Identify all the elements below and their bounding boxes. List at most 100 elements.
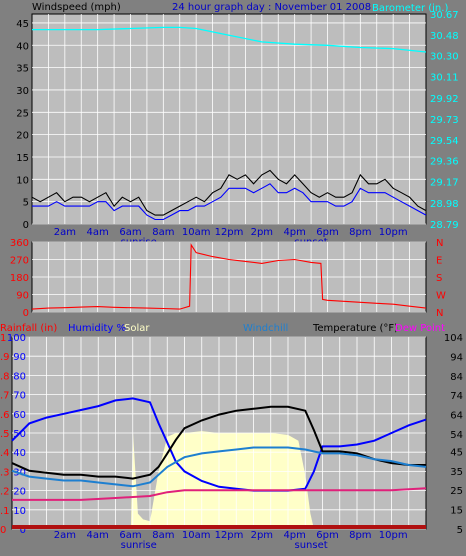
humidity-y-tick: 80 [13, 371, 26, 382]
series-average [32, 183, 427, 221]
temp-x-tick: 6am [119, 530, 141, 541]
barometer-y-tick: 30.48 [430, 31, 459, 42]
legend-temperature: Temperature (°F) [312, 323, 398, 334]
temperature-y-tick: 5 [457, 525, 463, 536]
series-windchill [11, 446, 427, 488]
barometer-y-tick: 30.30 [430, 51, 459, 62]
humidity-y-tick: 40 [13, 448, 26, 459]
wind-y-tick: 40 [16, 41, 29, 52]
rain-y-tick: .4 [0, 448, 10, 459]
rain-y-tick: .3 [0, 467, 10, 478]
series-humidity [11, 397, 427, 492]
wind-x-tick: 4am [87, 227, 109, 238]
wind-y-tick: 15 [16, 153, 29, 164]
humidity-y-tick: 100 [7, 333, 26, 344]
barometer-y-tick: 28.79 [430, 220, 459, 231]
temp-x-tick: 6pm [316, 530, 338, 541]
temp-x-tick: 12pm [215, 530, 244, 541]
temp-x-tick: 10pm [379, 530, 408, 541]
series-direction [31, 243, 427, 310]
wind-y-tick: 5 [23, 198, 29, 209]
wind-chart: 0 5 10 15 20 25 30 35 40 45 28.79 28.98 29.17 29.36 29… [16, 10, 458, 248]
wind-axis-title: Windspeed (mph) [32, 2, 121, 13]
temp-x-tick: 10am [182, 530, 211, 541]
humidity-y-tick: 20 [13, 487, 26, 498]
legend-dewpoint: Dew Point [395, 323, 445, 334]
legend-humidity: Humidity % [68, 323, 126, 334]
barometer-y-tick: 29.92 [430, 94, 459, 105]
wind-y-tick: 0 [23, 220, 29, 231]
temperature-y-tick: 45 [450, 447, 463, 458]
direction-y-tick: 0 [23, 308, 29, 319]
legend-solar: Solar [124, 323, 150, 334]
wind-y-tick: 10 [16, 175, 29, 186]
humidity-y-tick: 90 [13, 352, 26, 363]
wind-y-tick: 20 [16, 131, 29, 142]
temp-sunrise-label: sunrise [121, 540, 157, 551]
temperature-y-tick: 35 [450, 467, 463, 478]
temp-x-tick: 2pm [251, 530, 273, 541]
series-barometer [32, 26, 427, 53]
series-temperature-f [11, 405, 426, 480]
temperature-y-tick: 84 [450, 372, 463, 383]
barometer-y-tick: 29.73 [430, 115, 459, 126]
temperature-y-tick: 64 [450, 411, 463, 422]
humidity-y-tick: 70 [13, 391, 26, 402]
wind-x-tick: 8am [152, 227, 174, 238]
wind-x-tick: 12pm [215, 227, 244, 238]
temp-x-tick: 4am [87, 530, 109, 541]
direction-label: N [436, 238, 443, 249]
temperature-y-tick: 15 [450, 506, 463, 517]
graph-title: 24 hour graph day : November 01 2008 [172, 2, 371, 13]
rain-y-tick: .1 [0, 506, 10, 517]
direction-y-tick: 180 [10, 273, 29, 284]
barometer-y-tick: 29.17 [430, 178, 459, 189]
temp-x-tick: 8pm [349, 530, 371, 541]
direction-label: W [436, 291, 446, 302]
temperature-y-tick: 104 [444, 333, 463, 344]
legend-rainfall: Rainfall (in) [0, 323, 57, 334]
rain-y-tick: .2 [0, 487, 10, 498]
wind-y-tick: 30 [16, 86, 29, 97]
humidity-y-tick: 10 [13, 506, 26, 517]
rain-y-tick: .7 [0, 391, 10, 402]
wind-y-tick: 35 [16, 64, 29, 75]
barometer-y-tick: 30.11 [430, 73, 459, 84]
barometer-y-tick: 29.36 [430, 156, 459, 167]
wind-x-tick: 4pm [283, 227, 305, 238]
legend-windchill: Windchill [243, 323, 288, 334]
rain-y-tick: 1 [0, 333, 6, 344]
barometer-y-tick: 28.98 [430, 199, 459, 210]
temp-x-tick: 4pm [283, 530, 305, 541]
wind-y-tick: 25 [16, 108, 29, 119]
direction-y-tick: 270 [10, 256, 29, 267]
series-rainfall [12, 525, 426, 529]
wind-x-tick: 10pm [379, 227, 408, 238]
temperature-y-tick: 74 [450, 391, 463, 402]
temperature-y-tick: 25 [450, 486, 463, 497]
barometer-y-tick: 30.67 [430, 10, 459, 21]
rain-y-tick: .5 [0, 429, 10, 440]
temp-x-tick: 2am [54, 530, 76, 541]
temperature-y-tick: 94 [450, 352, 463, 363]
rain-y-tick: .9 [0, 352, 10, 363]
wind-x-tick: 6am [119, 227, 141, 238]
direction-label: E [436, 256, 442, 267]
wind-x-tick: 6pm [316, 227, 338, 238]
temperature-y-tick: 54 [450, 430, 463, 441]
direction-y-tick: 90 [16, 291, 29, 302]
wind-x-tick: 2am [54, 227, 76, 238]
wind-x-tick: 2pm [251, 227, 273, 238]
humidity-y-tick: 0 [20, 525, 26, 536]
wind-x-tick: 10am [182, 227, 211, 238]
barometer-y-tick: 29.54 [430, 136, 459, 147]
temp-sunset-label: sunset [294, 540, 327, 551]
humidity-y-tick: 50 [13, 429, 26, 440]
direction-label: N [436, 308, 443, 319]
series-dew-point [12, 487, 427, 501]
barometer-axis-title: Barometer (in.) [372, 3, 448, 14]
temp-x-tick: 8am [152, 530, 174, 541]
wind-y-tick: 45 [16, 19, 29, 30]
direction-y-tick: 360 [10, 238, 29, 249]
